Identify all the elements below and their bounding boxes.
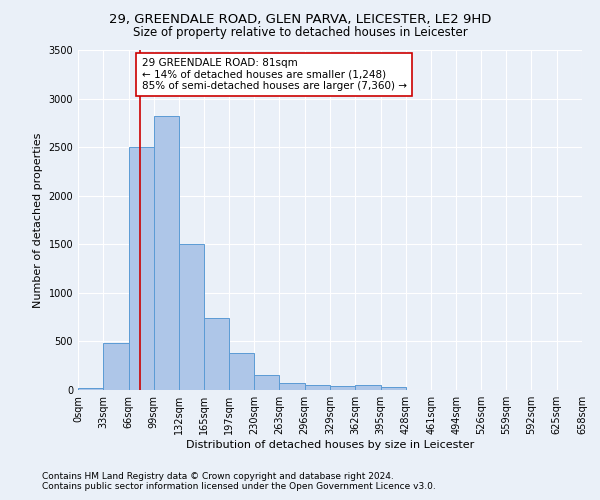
Bar — [355, 384, 380, 390]
Bar — [205, 318, 229, 390]
Text: Size of property relative to detached houses in Leicester: Size of property relative to detached ho… — [133, 26, 467, 39]
Bar — [154, 116, 179, 390]
Text: 29, GREENDALE ROAD, GLEN PARVA, LEICESTER, LE2 9HD: 29, GREENDALE ROAD, GLEN PARVA, LEICESTE… — [109, 12, 491, 26]
Bar — [330, 386, 355, 390]
Bar — [305, 385, 330, 390]
Bar — [280, 382, 305, 390]
Bar — [380, 387, 406, 390]
Bar — [179, 244, 205, 390]
Bar — [229, 353, 254, 390]
X-axis label: Distribution of detached houses by size in Leicester: Distribution of detached houses by size … — [186, 440, 474, 450]
Bar — [103, 344, 128, 390]
Bar — [254, 375, 280, 390]
Bar — [128, 147, 154, 390]
Text: 29 GREENDALE ROAD: 81sqm
← 14% of detached houses are smaller (1,248)
85% of sem: 29 GREENDALE ROAD: 81sqm ← 14% of detach… — [142, 58, 407, 91]
Y-axis label: Number of detached properties: Number of detached properties — [33, 132, 43, 308]
Bar — [78, 388, 103, 390]
Text: Contains HM Land Registry data © Crown copyright and database right 2024.: Contains HM Land Registry data © Crown c… — [42, 472, 394, 481]
Text: Contains public sector information licensed under the Open Government Licence v3: Contains public sector information licen… — [42, 482, 436, 491]
